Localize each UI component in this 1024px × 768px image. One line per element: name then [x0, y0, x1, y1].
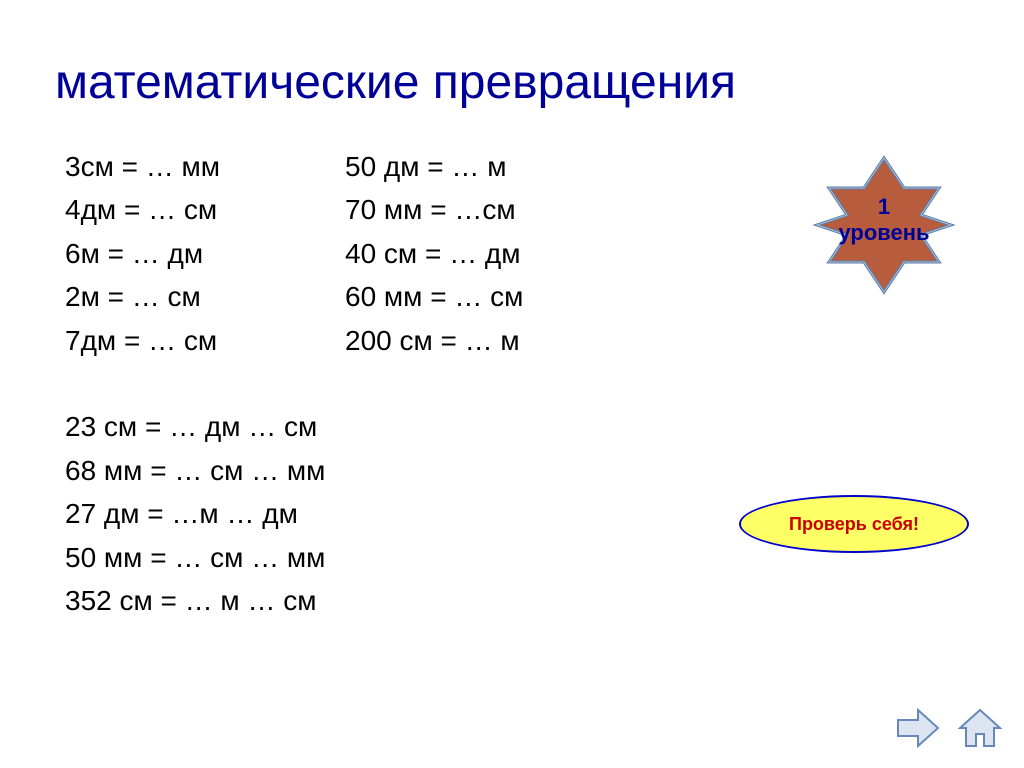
exercise-content: 3см = … мм50 дм = … м 4дм = … см70 мм = … — [65, 145, 523, 622]
eq-9: 50 мм = … см … мм — [65, 536, 523, 579]
eq-8: 27 дм = …м … дм — [65, 492, 523, 535]
level-label: 1уровень — [809, 194, 959, 247]
eq-3-right: 40 см = … дм — [345, 238, 520, 269]
slide-title: математические превращения — [55, 55, 736, 110]
eq-2-right: 70 мм = …см — [345, 194, 516, 225]
eq-7: 68 мм = … см … мм — [65, 449, 523, 492]
home-icon[interactable] — [956, 706, 1004, 750]
level-badge: 1уровень — [809, 150, 959, 300]
eq-2-left: 4дм = … см — [65, 188, 345, 231]
check-yourself-button[interactable]: Проверь себя! — [739, 495, 969, 553]
eq-10: 352 см = … м … см — [65, 579, 523, 622]
eq-4-left: 2м = … см — [65, 275, 345, 318]
eq-5-left: 7дм = … см — [65, 319, 345, 362]
nav-controls — [894, 706, 1004, 750]
eq-3-left: 6м = … дм — [65, 232, 345, 275]
eq-6: 23 см = … дм … см — [65, 405, 523, 448]
eq-1-right: 50 дм = … м — [345, 151, 506, 182]
check-button-label: Проверь себя! — [789, 514, 919, 535]
eq-4-right: 60 мм = … см — [345, 281, 523, 312]
arrow-right-icon[interactable] — [894, 706, 942, 750]
eq-5-right: 200 см = … м — [345, 325, 520, 356]
eq-1-left: 3см = … мм — [65, 145, 345, 188]
